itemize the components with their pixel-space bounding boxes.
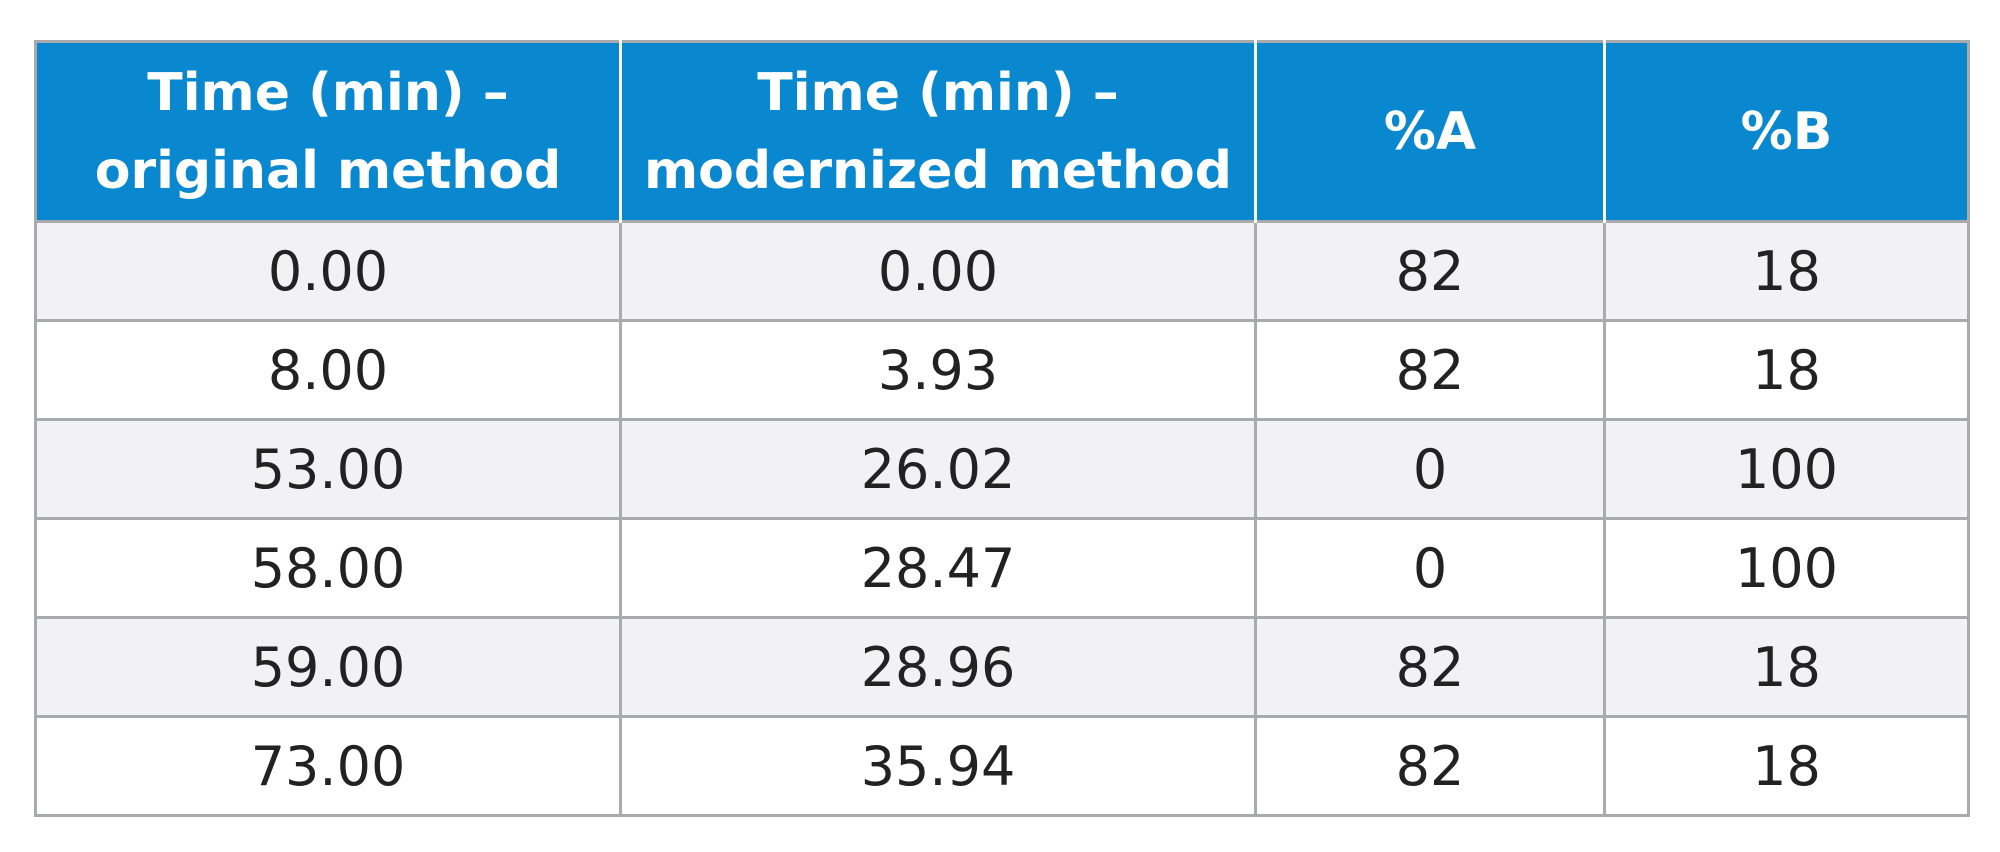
header-text: %A bbox=[1383, 101, 1477, 162]
header-time-modernized: Time (min) – modernized method bbox=[619, 41, 1256, 222]
table-cell: 26.02 bbox=[619, 418, 1257, 520]
table-cell: 28.96 bbox=[619, 616, 1257, 718]
header-text: Time (min) – bbox=[147, 62, 509, 123]
header-percent-a: %A bbox=[1254, 41, 1605, 222]
table-cell: 18 bbox=[1603, 616, 1970, 718]
table-cell: 18 bbox=[1603, 715, 1970, 817]
table-cell: 82 bbox=[1254, 220, 1606, 322]
table-cell: 82 bbox=[1254, 319, 1606, 421]
table-cell: 18 bbox=[1603, 319, 1970, 421]
table-cell: 35.94 bbox=[619, 715, 1257, 817]
table-row: 58.00 28.47 0 100 bbox=[34, 517, 1970, 619]
header-time-original: Time (min) – original method bbox=[35, 41, 621, 222]
table-cell: 8.00 bbox=[34, 319, 622, 421]
table-row: 73.00 35.94 82 18 bbox=[34, 715, 1970, 817]
header-text: %B bbox=[1740, 101, 1833, 162]
header-row: Time (min) – original method Time (min) … bbox=[35, 41, 1969, 222]
header-percent-b: %B bbox=[1603, 41, 1969, 222]
table-cell: 59.00 bbox=[34, 616, 622, 718]
table-cell: 0 bbox=[1254, 517, 1606, 619]
table-cell: 18 bbox=[1603, 220, 1970, 322]
table-cell: 100 bbox=[1603, 418, 1970, 520]
header-text: original method bbox=[94, 140, 562, 201]
table-cell: 82 bbox=[1254, 616, 1606, 718]
table-cell: 100 bbox=[1603, 517, 1970, 619]
table-row: 0.00 0.00 82 18 bbox=[34, 220, 1970, 322]
table-row: 53.00 26.02 0 100 bbox=[34, 418, 1970, 520]
table-row: 59.00 28.96 82 18 bbox=[34, 616, 1970, 718]
table-cell: 0 bbox=[1254, 418, 1606, 520]
table-cell: 82 bbox=[1254, 715, 1606, 817]
table-cell: 73.00 bbox=[34, 715, 622, 817]
table-cell: 3.93 bbox=[619, 319, 1257, 421]
table-cell: 28.47 bbox=[619, 517, 1257, 619]
header-text: Time (min) – bbox=[757, 62, 1119, 123]
table-cell: 0.00 bbox=[34, 220, 622, 322]
table-row: 8.00 3.93 82 18 bbox=[34, 319, 1970, 421]
gradient-table-container: Time (min) – original method Time (min) … bbox=[34, 40, 1970, 817]
header-text: modernized method bbox=[643, 140, 1233, 201]
table-cell: 0.00 bbox=[619, 220, 1257, 322]
gradient-table: Time (min) – original method Time (min) … bbox=[34, 40, 1970, 817]
table-cell: 58.00 bbox=[34, 517, 622, 619]
table-cell: 53.00 bbox=[34, 418, 622, 520]
